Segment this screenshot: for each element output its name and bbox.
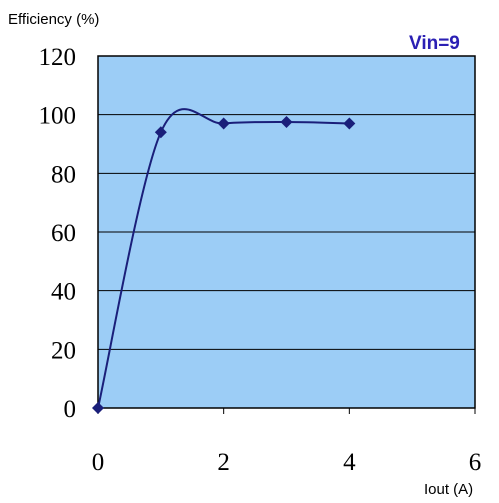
series-layer	[92, 108, 356, 414]
x-tick-label: 2	[217, 449, 230, 476]
y-tick-label: 80	[51, 161, 76, 188]
y-tick-labels: 0 20 40 60 80 100 120	[39, 44, 77, 423]
y-tick-label: 120	[39, 44, 77, 71]
data-point-marker	[92, 402, 104, 414]
data-point-marker	[217, 117, 230, 130]
y-tick-label: 40	[51, 279, 76, 306]
gridlines	[98, 114, 475, 350]
y-tick-label: 0	[64, 396, 77, 423]
y-tick-label: 100	[39, 103, 77, 130]
x-tick-labels: 0 2 4 6	[92, 408, 482, 476]
series-label-vin: Vin=9	[409, 33, 460, 54]
x-tick-label: 4	[343, 449, 356, 476]
x-axis-title: Iout (A)	[424, 481, 473, 498]
data-point-marker	[154, 126, 167, 139]
y-axis-title: Efficiency (%)	[8, 11, 99, 28]
data-point-marker	[343, 117, 356, 130]
y-tick-label: 60	[51, 220, 76, 247]
x-tick-label: 6	[469, 449, 482, 476]
y-tick-label: 20	[51, 337, 76, 364]
data-point-marker	[280, 116, 293, 128]
x-tick-label: 0	[92, 449, 105, 476]
